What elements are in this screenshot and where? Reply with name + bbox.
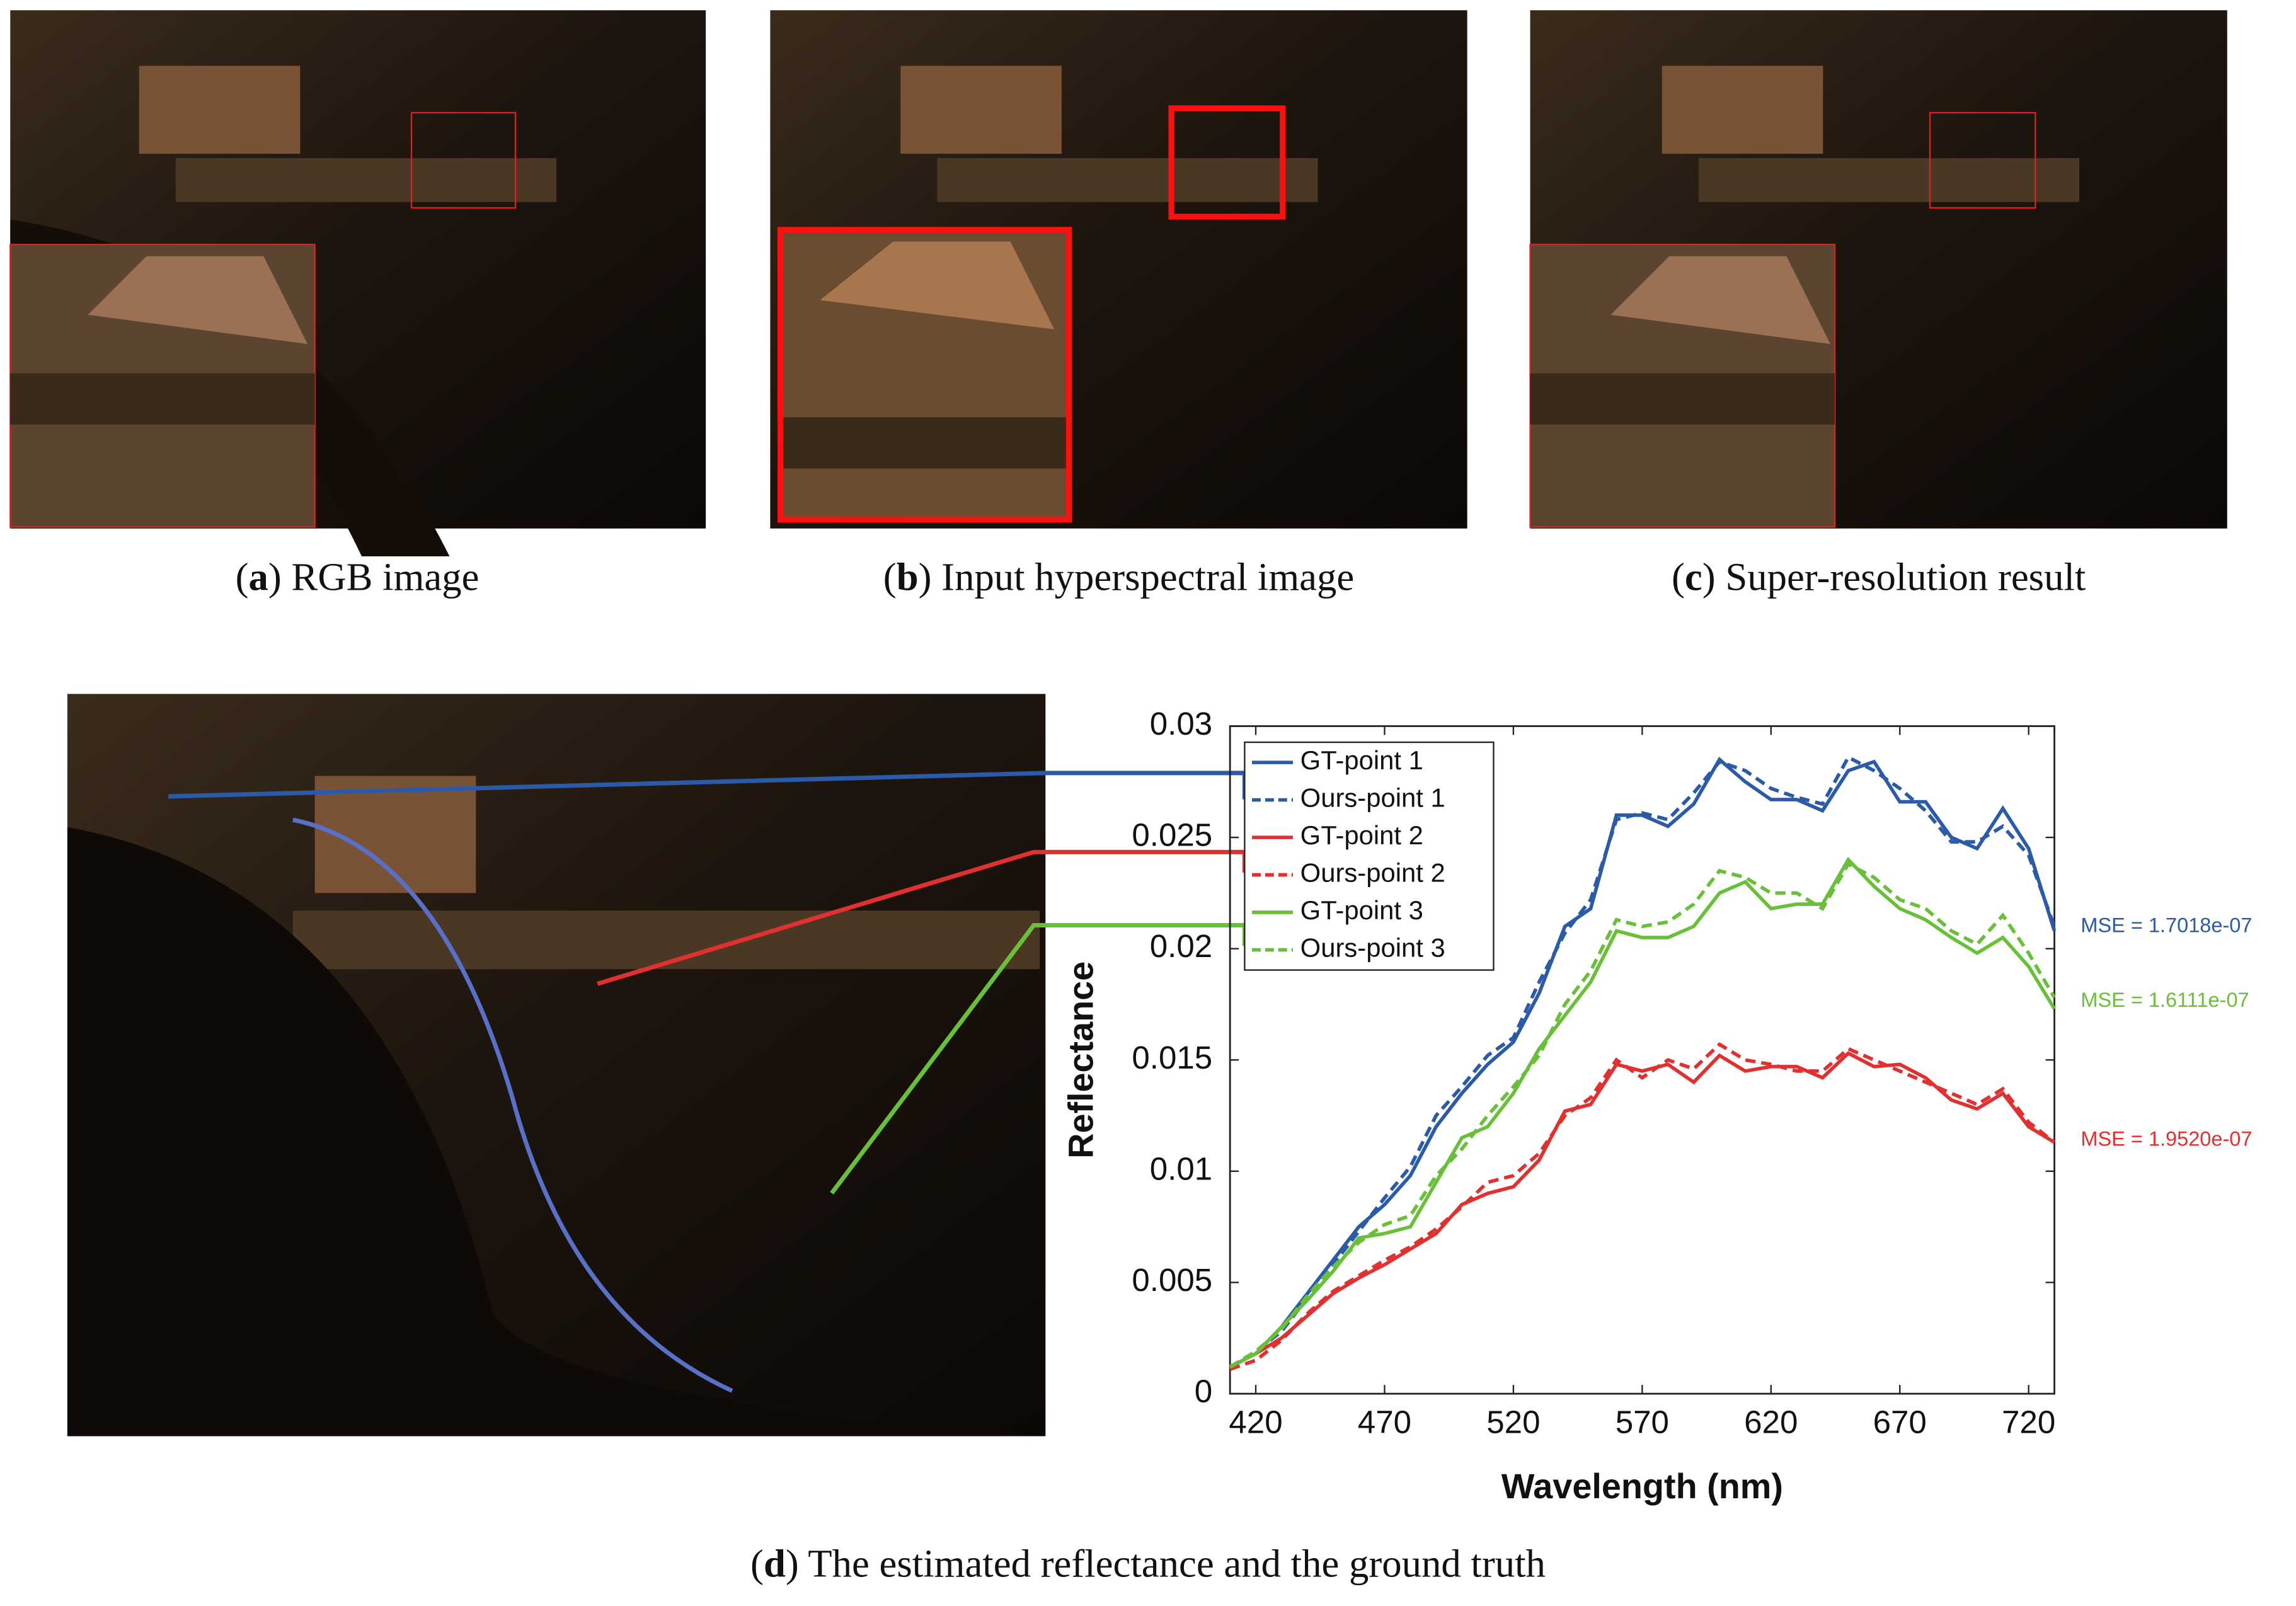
x-tick-label: 570 — [1616, 1404, 1669, 1440]
y-tick-label: 0 — [1195, 1374, 1212, 1409]
caption-part: d — [764, 1542, 786, 1586]
caption-part: ( — [236, 555, 249, 599]
x-tick-label: 420 — [1229, 1404, 1282, 1440]
series-line — [1229, 856, 2056, 1369]
x-tick-label: 720 — [2002, 1404, 2055, 1440]
y-axis-label: Reflectance — [1061, 961, 1100, 1159]
photo-rgb — [9, 10, 706, 556]
chart: 0 0.005 0.01 0.015 0.02 0.025 0.03 420 470 520 570… — [1061, 706, 2252, 1506]
captions: (a) RGB image (b) Input hyperspectral ima… — [236, 555, 2086, 1586]
x-tick-label: 670 — [1873, 1404, 1927, 1440]
x-axis-label: Wavelength (nm) — [1501, 1467, 1783, 1506]
y-tick-label: 0.01 — [1150, 1150, 1212, 1186]
x-tick-label: 520 — [1486, 1404, 1540, 1440]
caption-part: ) The estimated reflectance and the grou… — [786, 1542, 1546, 1586]
caption-part: a — [249, 555, 268, 599]
caption-part: ) Super-resolution result — [1702, 555, 2086, 599]
x-tick-label: 470 — [1358, 1404, 1411, 1440]
legend-label: Ours-point 3 — [1300, 933, 1445, 963]
legend-label: Ours-point 2 — [1300, 858, 1445, 888]
series-line — [1229, 861, 2056, 1369]
caption: (d) The estimated reflectance and the gr… — [750, 1542, 1546, 1586]
photo-super-resolution — [1529, 10, 2227, 529]
series-line — [1229, 1042, 2056, 1371]
y-tick-label: 0.03 — [1150, 706, 1212, 742]
caption: (a) RGB image — [236, 555, 479, 599]
caption-part: c — [1685, 555, 1702, 599]
caption-part: ( — [883, 555, 897, 599]
annotation: MSE = 1.6111e-07 — [2081, 989, 2249, 1011]
caption-part: ( — [1672, 555, 1685, 599]
annotation: MSE = 1.9520e-07 — [2081, 1128, 2252, 1150]
caption-part: b — [897, 555, 919, 599]
caption-part: ) Input hyperspectral image — [919, 555, 1355, 599]
legend-label: Ours-point 1 — [1300, 783, 1445, 813]
legend-box — [1244, 741, 1495, 971]
legend-label: GT-point 2 — [1300, 820, 1423, 850]
y-tick-label: 0.025 — [1132, 817, 1212, 853]
y-tick-label: 0.02 — [1150, 928, 1212, 964]
x-tick-label: 620 — [1744, 1404, 1798, 1440]
series-line — [1229, 1051, 2055, 1369]
photo-hyperspectral — [770, 10, 1467, 529]
series-line — [1229, 757, 2057, 1369]
caption: (b) Input hyperspectral image — [883, 555, 1354, 599]
caption: (c) Super-resolution result — [1672, 555, 2086, 599]
legend-label: GT-point 3 — [1300, 895, 1423, 925]
photo-scene — [67, 694, 1046, 1437]
caption-part: ) RGB image — [268, 555, 479, 599]
caption-part: ( — [750, 1542, 764, 1586]
legend-label: GT-point 1 — [1300, 745, 1423, 775]
series-line — [1229, 755, 2057, 1369]
y-tick-label: 0.005 — [1132, 1262, 1212, 1298]
y-tick-label: 0.015 — [1132, 1040, 1212, 1075]
annotation: MSE = 1.7018e-07 — [2081, 914, 2252, 936]
